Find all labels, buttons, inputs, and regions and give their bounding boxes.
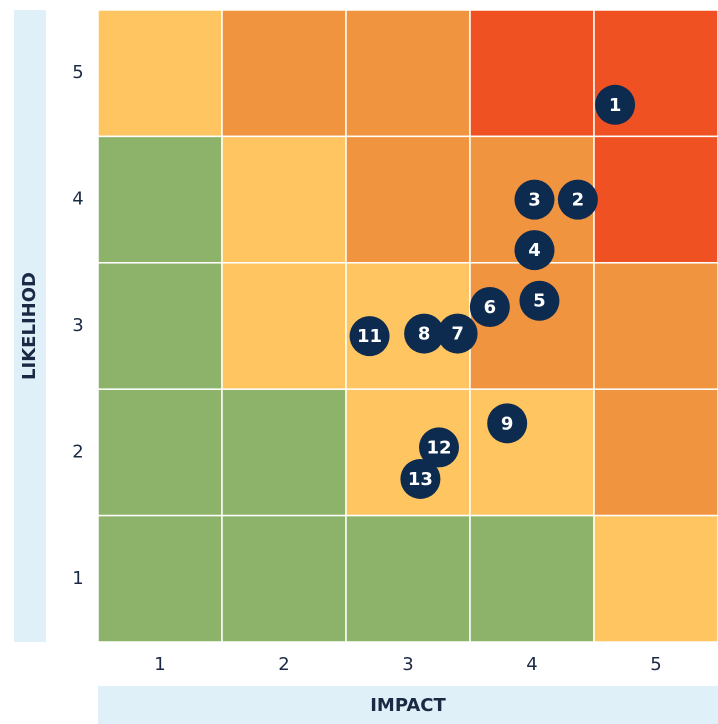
matrix-cell — [593, 262, 718, 390]
risk-point — [349, 316, 390, 357]
risk-point-label: 5 — [533, 291, 546, 312]
risk-point — [514, 230, 555, 271]
risk-point-label: 9 — [501, 413, 514, 434]
y-axis-label: LIKELIHOD — [19, 272, 40, 380]
x-tick-label: 3 — [402, 654, 413, 675]
matrix-cell — [221, 514, 347, 643]
x-tick-label: 1 — [154, 654, 165, 675]
matrix-cell — [221, 388, 347, 517]
matrix-cell — [97, 262, 223, 390]
risk-point — [437, 313, 478, 354]
y-tick-label: 2 — [72, 441, 83, 462]
risk-point — [519, 280, 560, 321]
risk-point — [487, 403, 528, 444]
matrix-cell — [221, 262, 347, 390]
risk-point — [557, 179, 598, 220]
x-axis-label: IMPACT — [370, 695, 446, 716]
matrix-cell — [345, 9, 471, 138]
risk-point-label: 7 — [451, 324, 464, 345]
matrix-cell — [221, 135, 347, 264]
risk-point — [469, 287, 510, 328]
matrix-cell — [345, 135, 471, 264]
matrix-cell — [345, 514, 471, 643]
risk-point-label: 8 — [418, 324, 431, 345]
matrix-cell — [593, 514, 718, 643]
x-label-band — [98, 686, 718, 724]
y-tick-label: 5 — [72, 62, 83, 83]
matrix-cell — [593, 388, 718, 517]
matrix-cell — [97, 514, 223, 643]
matrix-cell — [469, 9, 595, 138]
risk-point-label: 3 — [528, 190, 541, 211]
y-tick-label: 4 — [72, 189, 83, 210]
matrix-cell — [593, 135, 718, 264]
y-tick-label: 3 — [72, 315, 83, 336]
matrix-cell — [97, 9, 223, 138]
y-tick-label: 1 — [72, 568, 83, 589]
matrix-cell — [221, 9, 347, 138]
risk-point — [404, 313, 445, 354]
risk-point-label: 6 — [484, 297, 497, 318]
y-label-band — [14, 10, 46, 642]
x-tick-label: 4 — [526, 654, 537, 675]
matrix-cell — [97, 388, 223, 517]
risk-point-label: 4 — [528, 240, 541, 261]
x-tick-label: 5 — [650, 654, 661, 675]
risk-point-label: 2 — [572, 190, 585, 211]
risk-point — [419, 427, 459, 468]
risk-point — [595, 84, 636, 125]
risk-point-label: 13 — [408, 469, 433, 490]
x-tick-label: 2 — [278, 654, 289, 675]
risk-point — [514, 179, 555, 220]
matrix-cell — [97, 135, 223, 264]
matrix-cell — [469, 514, 595, 643]
risk-point-label: 11 — [357, 326, 382, 347]
risk-point-label: 12 — [426, 437, 451, 458]
risk-point — [400, 458, 441, 499]
matrix-cell — [469, 388, 595, 517]
risk-point-label: 1 — [609, 95, 622, 116]
